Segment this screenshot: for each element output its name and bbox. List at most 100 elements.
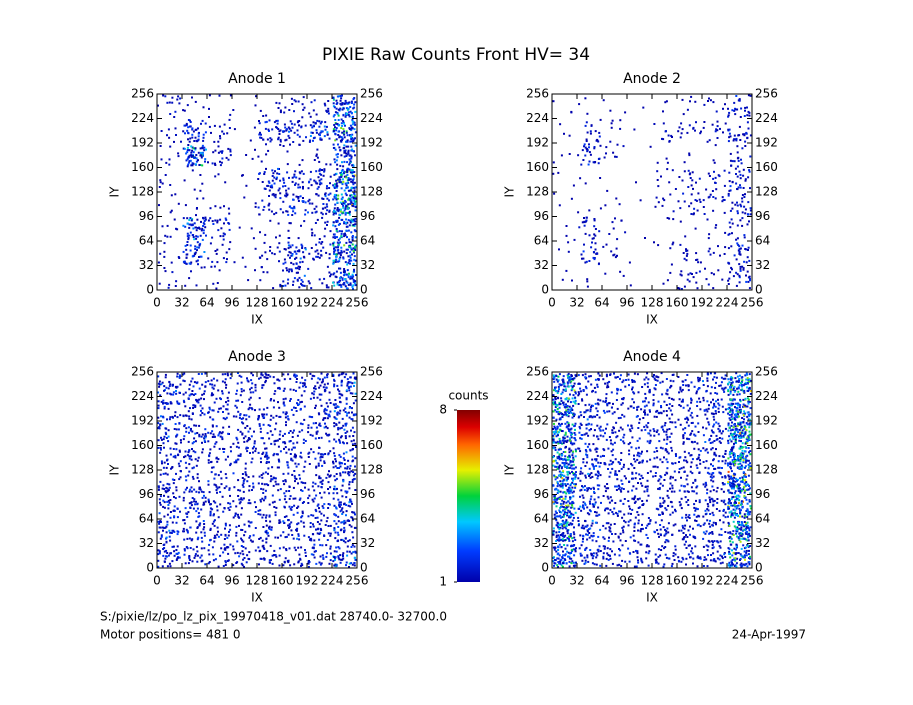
count-dot <box>187 398 190 400</box>
count-dot <box>343 463 346 465</box>
count-dot <box>313 387 315 390</box>
count-dot <box>216 509 219 512</box>
count-dot <box>199 234 202 237</box>
count-dot <box>335 522 338 525</box>
count-dot <box>685 250 688 252</box>
count-dot <box>727 547 730 550</box>
count-dot <box>340 249 343 252</box>
count-dot <box>297 404 299 406</box>
count-dot <box>223 487 226 490</box>
count-dot <box>349 449 352 452</box>
count-dot <box>555 524 558 527</box>
count-dot <box>200 531 203 534</box>
count-dot <box>711 543 714 546</box>
count-dot <box>332 497 335 500</box>
count-dot <box>160 438 163 441</box>
count-dot <box>336 153 339 156</box>
count-cell <box>727 242 751 266</box>
count-dot <box>283 483 286 486</box>
count-dot <box>683 257 686 260</box>
count-dot <box>346 236 348 239</box>
count-dot <box>342 257 345 260</box>
count-dot <box>349 392 352 395</box>
count-dot <box>289 120 292 123</box>
count-dot <box>321 213 324 216</box>
count-dot <box>196 473 199 476</box>
count-dot <box>213 265 216 268</box>
y-tick-label: 96 <box>534 209 549 223</box>
count-dot <box>269 249 271 252</box>
count-cell <box>584 118 602 143</box>
count-dot <box>723 199 726 201</box>
count-dot <box>326 224 328 226</box>
count-dot <box>227 147 230 150</box>
count-dot <box>657 244 660 247</box>
count-dot <box>593 258 596 261</box>
count-dot <box>354 513 356 516</box>
count-dot <box>581 559 584 562</box>
x-tick-label: 0 <box>153 296 161 310</box>
count-dot <box>238 374 241 377</box>
count-cell <box>633 128 636 131</box>
count-dot <box>602 555 605 558</box>
count-dot <box>336 241 339 244</box>
count-dot <box>163 446 165 449</box>
count-cell <box>627 543 651 568</box>
y-tick-label: 160 <box>526 160 549 174</box>
count-dot <box>285 535 288 538</box>
count-dot <box>326 205 329 208</box>
count-dot <box>185 256 188 259</box>
count-dot <box>219 218 222 221</box>
count-dot <box>354 209 357 212</box>
count-dot <box>342 457 345 460</box>
count-dot <box>298 276 301 279</box>
count-cell <box>712 144 717 164</box>
count-dot <box>351 119 354 121</box>
count-dot <box>345 561 348 564</box>
count-dot <box>747 553 750 556</box>
count-dot <box>745 131 748 134</box>
count-dot <box>200 409 202 412</box>
count-dot <box>347 283 350 286</box>
count-dot <box>311 211 314 214</box>
count-dot <box>190 151 193 154</box>
count-dot <box>735 271 738 274</box>
count-dot <box>705 558 708 561</box>
count-dot <box>579 177 582 180</box>
count-dot <box>584 232 587 235</box>
count-dot <box>715 110 718 113</box>
count-dot <box>557 549 560 551</box>
count-dot <box>219 160 221 163</box>
count-dot <box>197 135 200 138</box>
count-dot <box>189 137 192 140</box>
count-dot <box>300 400 303 403</box>
count-dot <box>344 149 347 152</box>
count-dot <box>159 252 162 255</box>
count-dot <box>618 203 621 206</box>
count-dot <box>329 192 332 195</box>
count-dot <box>337 428 340 431</box>
count-dot <box>351 238 354 241</box>
count-dot <box>727 194 730 197</box>
count-dot <box>350 186 353 189</box>
count-dot <box>341 462 343 465</box>
count-dot <box>688 205 691 208</box>
count-dot <box>654 553 657 556</box>
count-dot <box>308 202 311 205</box>
count-dot <box>338 390 341 393</box>
count-dot <box>740 554 743 557</box>
count-dot <box>161 225 164 228</box>
count-dot <box>348 241 351 244</box>
count-dot <box>269 418 272 421</box>
count-dot <box>237 441 240 444</box>
count-dot <box>289 246 292 249</box>
count-dot <box>289 377 292 380</box>
count-dot <box>578 103 581 106</box>
count-dot <box>311 485 314 488</box>
count-dot <box>335 138 338 141</box>
count-dot <box>323 135 326 138</box>
count-dot <box>277 489 280 492</box>
count-dot <box>639 543 642 546</box>
count-dot <box>186 129 189 132</box>
count-dot <box>734 564 737 567</box>
